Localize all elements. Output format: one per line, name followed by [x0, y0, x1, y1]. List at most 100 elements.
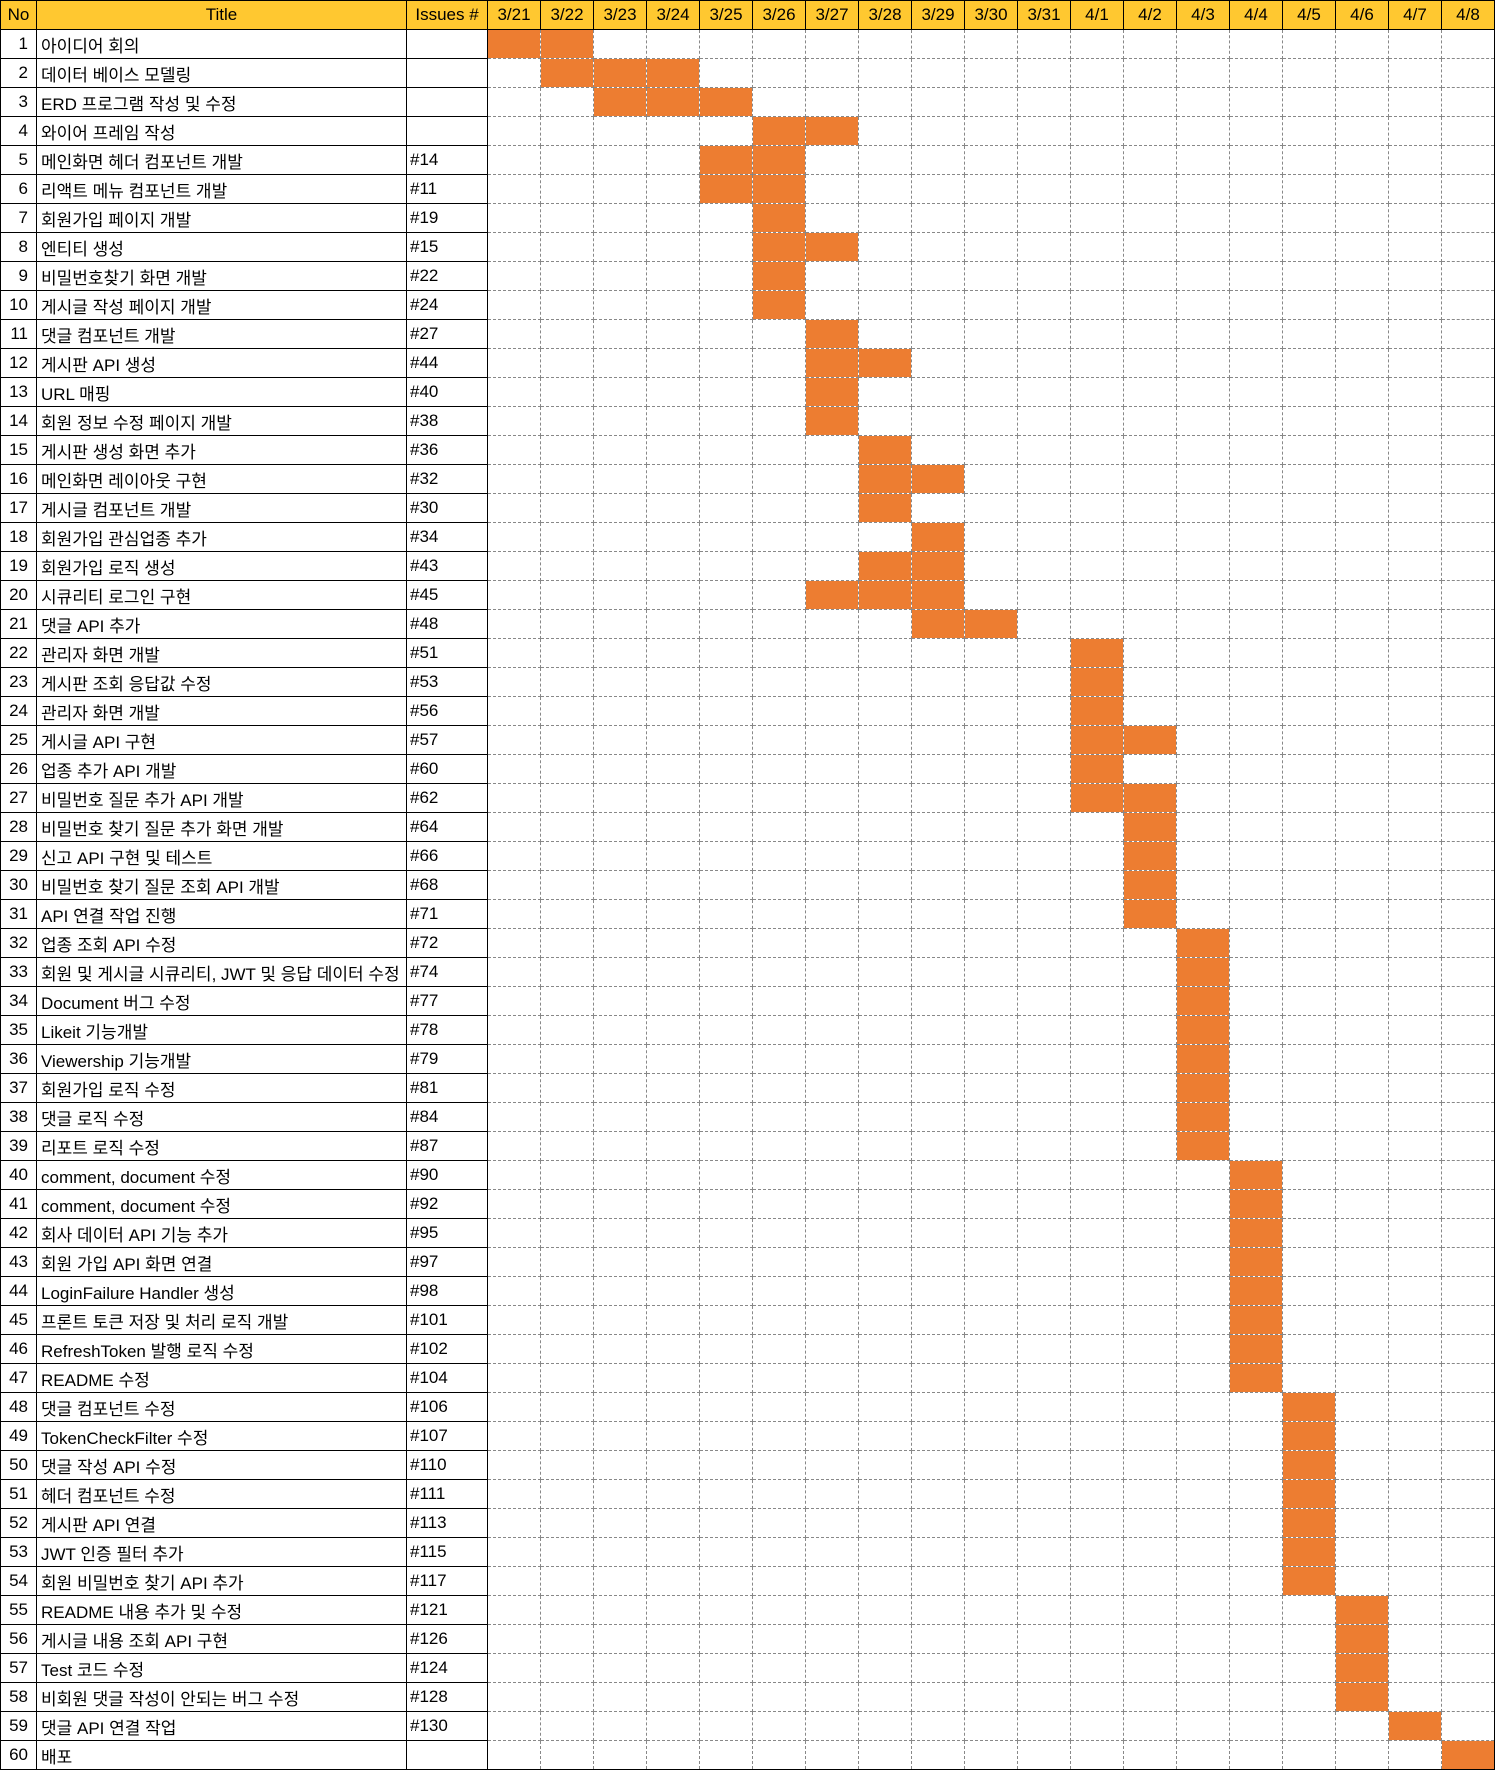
- gantt-bar-cell: [1229, 1276, 1283, 1306]
- gantt-empty-cell: [964, 1160, 1018, 1190]
- gantt-empty-cell: [1441, 1305, 1495, 1335]
- gantt-empty-cell: [1335, 1334, 1389, 1364]
- gantt-empty-cell: [646, 1392, 700, 1422]
- task-no: 17: [0, 493, 37, 523]
- task-title: Likeit 기능개발: [36, 1015, 407, 1045]
- task-title: README 내용 추가 및 수정: [36, 1595, 407, 1625]
- gantt-empty-cell: [1335, 290, 1389, 320]
- task-issue: #126: [406, 1624, 488, 1654]
- gantt-empty-cell: [1335, 1218, 1389, 1248]
- gantt-empty-cell: [1335, 551, 1389, 581]
- gantt-empty-cell: [1229, 725, 1283, 755]
- task-row: 25 게시글 API 구현 #57: [0, 725, 1495, 755]
- gantt-empty-cell: [911, 1189, 965, 1219]
- gantt-empty-cell: [1388, 87, 1442, 117]
- gantt-empty-cell: [1176, 1537, 1230, 1567]
- gantt-empty-cell: [752, 1102, 806, 1132]
- gantt-empty-cell: [1388, 1276, 1442, 1306]
- gantt-empty-cell: [487, 580, 541, 610]
- gantt-empty-cell: [1282, 1131, 1336, 1161]
- gantt-empty-cell: [1335, 1566, 1389, 1596]
- task-title: 배포: [36, 1740, 407, 1770]
- gantt-empty-cell: [858, 1624, 912, 1654]
- gantt-empty-cell: [646, 667, 700, 697]
- gantt-empty-cell: [964, 1044, 1018, 1074]
- gantt-empty-cell: [1335, 493, 1389, 523]
- gantt-empty-cell: [858, 87, 912, 117]
- task-issue: #92: [406, 1189, 488, 1219]
- gantt-empty-cell: [593, 1392, 647, 1422]
- gantt-empty-cell: [1176, 812, 1230, 842]
- gantt-empty-cell: [805, 754, 859, 784]
- gantt-empty-cell: [646, 522, 700, 552]
- task-issue: #102: [406, 1334, 488, 1364]
- gantt-empty-cell: [699, 203, 753, 233]
- gantt-empty-cell: [752, 1276, 806, 1306]
- gantt-empty-cell: [593, 1044, 647, 1074]
- gantt-bar-cell: [858, 551, 912, 581]
- gantt-empty-cell: [1176, 580, 1230, 610]
- gantt-empty-cell: [752, 87, 806, 117]
- gantt-empty-cell: [911, 1276, 965, 1306]
- gantt-empty-cell: [1388, 1624, 1442, 1654]
- gantt-empty-cell: [1282, 870, 1336, 900]
- task-issue: #27: [406, 319, 488, 349]
- gantt-empty-cell: [487, 1421, 541, 1451]
- gantt-empty-cell: [858, 319, 912, 349]
- gantt-empty-cell: [593, 1450, 647, 1480]
- gantt-empty-cell: [1017, 348, 1071, 378]
- gantt-empty-cell: [1335, 261, 1389, 291]
- gantt-bar-cell: [1335, 1682, 1389, 1712]
- gantt-empty-cell: [1070, 957, 1124, 987]
- gantt-empty-cell: [646, 638, 700, 668]
- gantt-empty-cell: [646, 29, 700, 59]
- gantt-empty-cell: [646, 725, 700, 755]
- gantt-empty-cell: [858, 522, 912, 552]
- gantt-empty-cell: [964, 145, 1018, 175]
- gantt-empty-cell: [1388, 1044, 1442, 1074]
- task-issue: #115: [406, 1537, 488, 1567]
- task-row: 51 헤더 컴포넌트 수정 #111: [0, 1479, 1495, 1509]
- gantt-empty-cell: [1388, 1479, 1442, 1509]
- gantt-empty-cell: [593, 348, 647, 378]
- gantt-empty-cell: [1282, 638, 1336, 668]
- gantt-empty-cell: [1176, 609, 1230, 639]
- gantt-empty-cell: [1441, 1653, 1495, 1683]
- gantt-empty-cell: [1176, 58, 1230, 88]
- task-title: 회원 가입 API 화면 연결: [36, 1247, 407, 1277]
- task-issue: #15: [406, 232, 488, 262]
- gantt-bar-cell: [858, 493, 912, 523]
- gantt-empty-cell: [1441, 87, 1495, 117]
- gantt-empty-cell: [1388, 377, 1442, 407]
- task-issue: #43: [406, 551, 488, 581]
- gantt-empty-cell: [1441, 957, 1495, 987]
- gantt-empty-cell: [1123, 87, 1177, 117]
- gantt-empty-cell: [487, 261, 541, 291]
- gantt-empty-cell: [858, 232, 912, 262]
- gantt-empty-cell: [1335, 725, 1389, 755]
- task-issue: #40: [406, 377, 488, 407]
- gantt-empty-cell: [805, 1102, 859, 1132]
- gantt-empty-cell: [1070, 986, 1124, 1016]
- task-no: 45: [0, 1305, 37, 1335]
- gantt-empty-cell: [1123, 1131, 1177, 1161]
- gantt-empty-cell: [1017, 1189, 1071, 1219]
- gantt-empty-cell: [593, 1479, 647, 1509]
- task-row: 11 댓글 컴포넌트 개발 #27: [0, 319, 1495, 349]
- gantt-empty-cell: [1388, 1392, 1442, 1422]
- gantt-empty-cell: [1282, 348, 1336, 378]
- gantt-empty-cell: [1123, 29, 1177, 59]
- task-issue: #101: [406, 1305, 488, 1335]
- task-title: 댓글 API 연결 작업: [36, 1711, 407, 1741]
- gantt-empty-cell: [593, 1305, 647, 1335]
- gantt-bar-cell: [1282, 1508, 1336, 1538]
- gantt-empty-cell: [911, 203, 965, 233]
- gantt-empty-cell: [1176, 232, 1230, 262]
- gantt-empty-cell: [1282, 957, 1336, 987]
- gantt-empty-cell: [1070, 1508, 1124, 1538]
- gantt-empty-cell: [1070, 87, 1124, 117]
- gantt-empty-cell: [540, 1479, 594, 1509]
- gantt-empty-cell: [593, 1595, 647, 1625]
- gantt-empty-cell: [1017, 1044, 1071, 1074]
- gantt-empty-cell: [752, 957, 806, 987]
